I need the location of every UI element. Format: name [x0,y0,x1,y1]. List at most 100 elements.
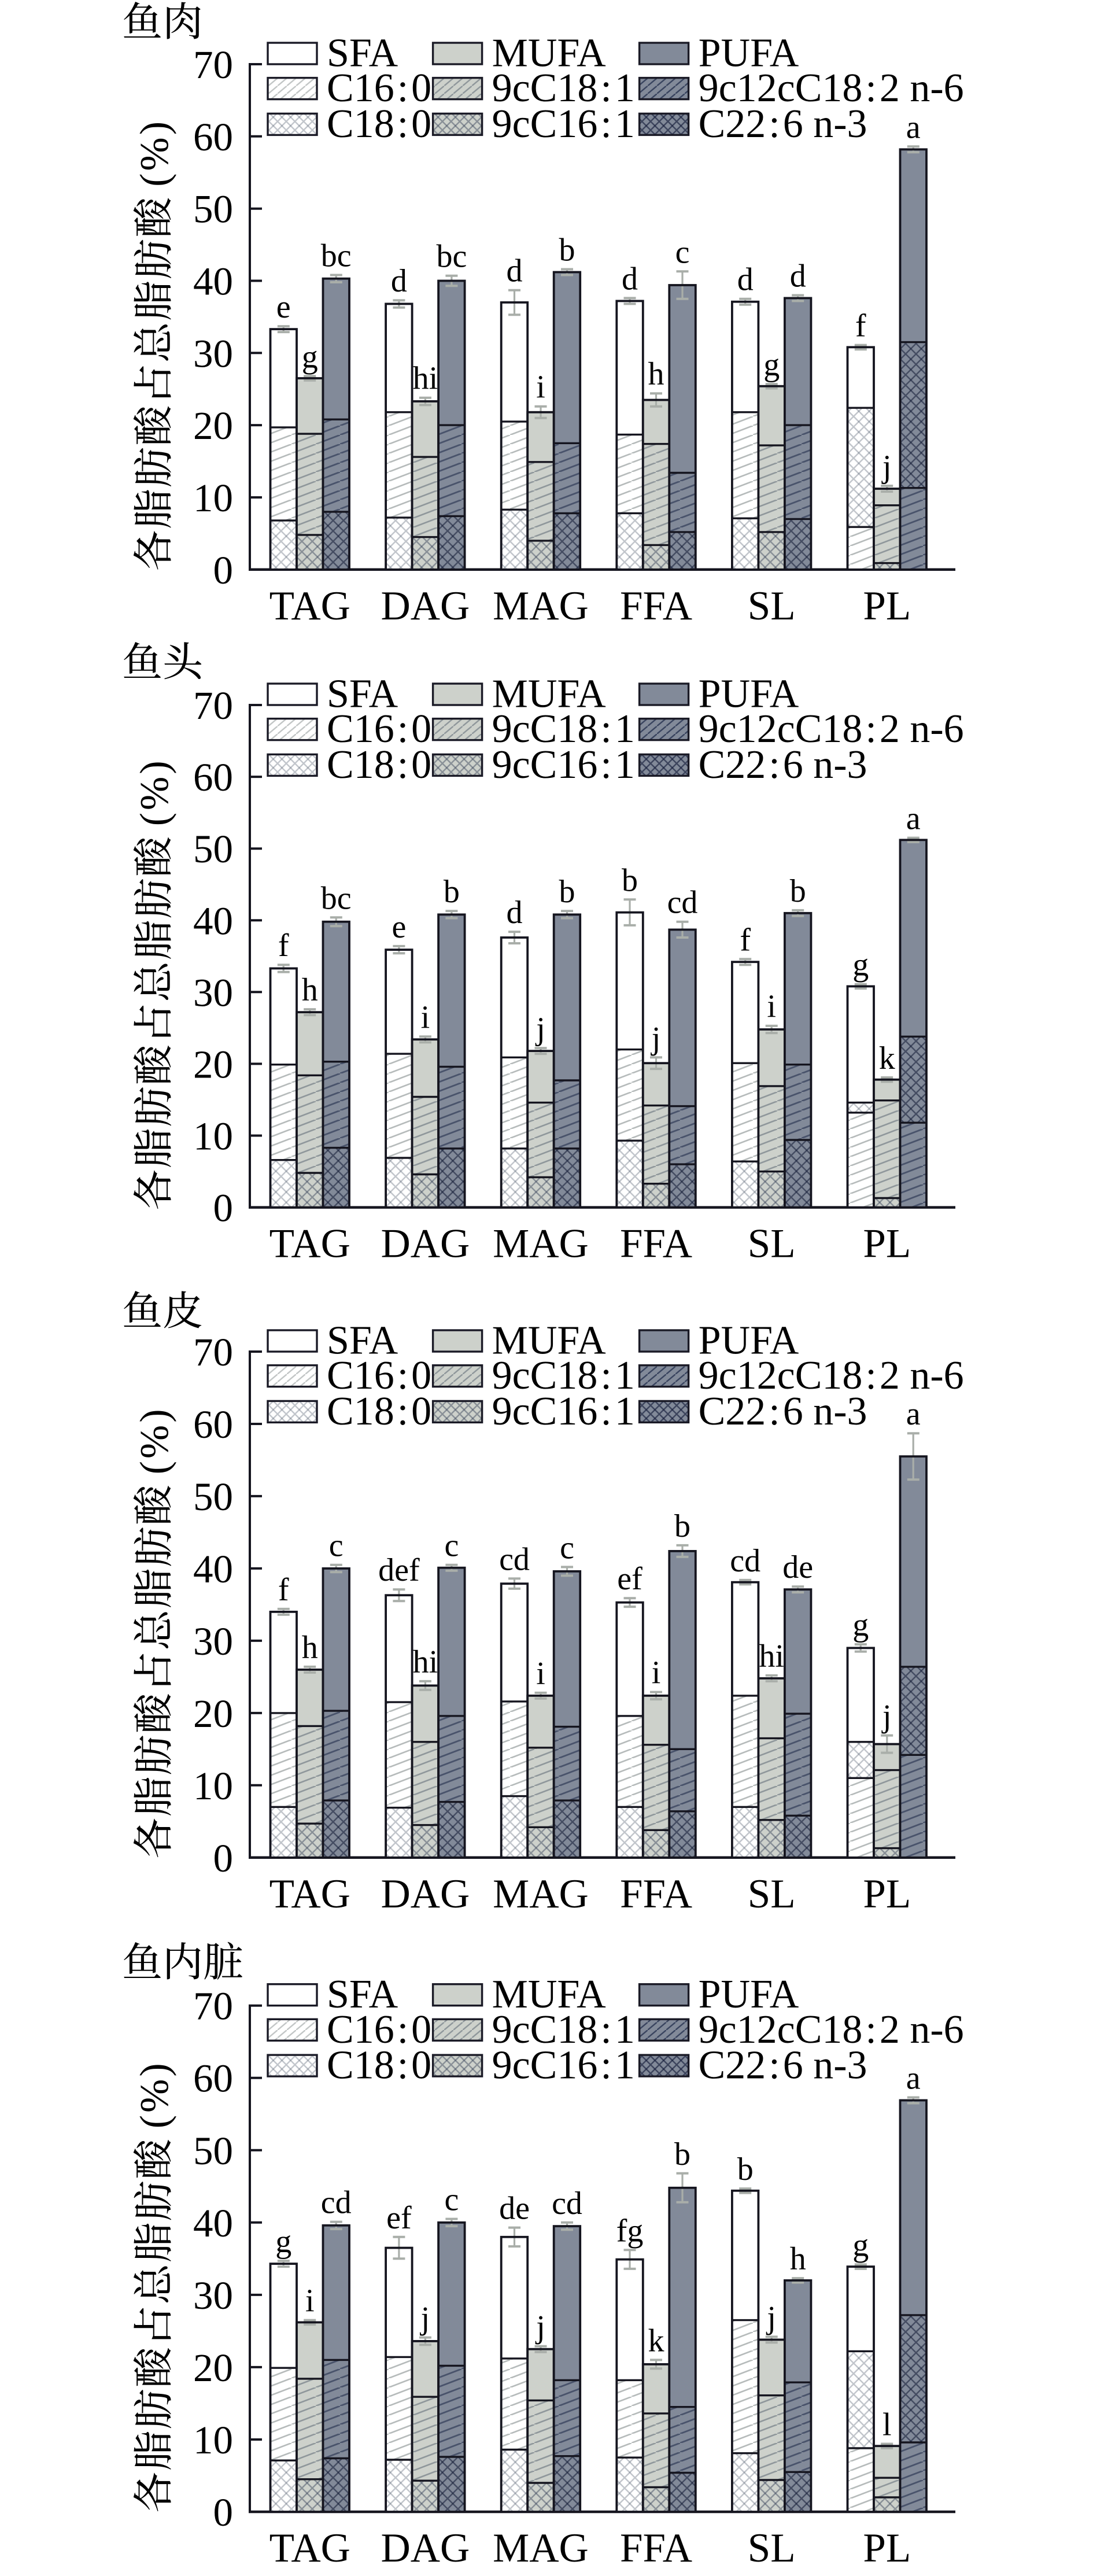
svg-text:c: c [444,2182,459,2218]
svg-text:b: b [559,232,575,268]
svg-text:cd: cd [667,885,698,921]
svg-text:C18:0: C18:0 [327,743,431,787]
svg-text:SL: SL [748,1872,796,1917]
svg-text:k: k [648,2323,664,2359]
svg-text:PUFA: PUFA [699,1319,799,1363]
svg-text:20: 20 [193,1692,233,1736]
svg-text:9cC16:1: 9cC16:1 [492,102,635,146]
svg-text:b: b [674,1508,690,1544]
svg-text:b: b [737,2151,754,2187]
svg-text:a: a [906,109,921,145]
svg-text:a: a [906,1396,921,1432]
svg-text:e: e [276,289,291,325]
svg-text:de: de [782,1549,813,1585]
svg-text:g: g [852,2227,869,2263]
svg-text:b: b [674,2136,690,2172]
svg-text:g: g [852,1607,869,1643]
svg-text:20: 20 [193,404,233,448]
svg-text:a: a [906,2061,921,2097]
svg-text:hi: hi [413,1644,438,1680]
svg-text:PL: PL [863,1221,911,1267]
svg-text:C22:6 n-3: C22:6 n-3 [699,102,867,146]
svg-text:j: j [651,1020,661,1056]
svg-text:f: f [278,928,289,964]
svg-text:MUFA: MUFA [492,672,607,717]
svg-text:b: b [790,873,806,909]
svg-text:l: l [882,2407,892,2443]
svg-text:SFA: SFA [327,672,398,717]
svg-text:9c12cC18:2 n-6: 9c12cC18:2 n-6 [699,66,964,110]
svg-text:g: g [852,947,869,983]
svg-text:9cC16:1: 9cC16:1 [492,2043,635,2088]
svg-text:bc: bc [321,880,352,916]
svg-text:h: h [302,1630,318,1666]
svg-text:SFA: SFA [327,1972,398,2017]
svg-text:C16:0: C16:0 [327,1353,431,1398]
svg-text:9c12cC18:2 n-6: 9c12cC18:2 n-6 [699,1353,964,1398]
svg-text:30: 30 [193,1619,233,1663]
svg-text:d: d [507,253,523,289]
svg-text:9cC18:1: 9cC18:1 [492,707,635,751]
svg-text:i: i [421,999,430,1035]
svg-text:def: def [378,1552,420,1588]
svg-text:d: d [737,262,754,298]
svg-text:(%): (%) [132,1409,177,1474]
svg-text:FFA: FFA [620,1221,692,1267]
svg-text:i: i [536,370,545,405]
svg-text:70: 70 [193,1984,233,2028]
svg-text:50: 50 [193,827,233,871]
svg-text:ef: ef [386,2200,412,2236]
svg-text:40: 40 [193,2201,233,2245]
svg-text:bc: bc [321,238,352,274]
svg-text:d: d [790,259,806,294]
svg-text:C16:0: C16:0 [327,66,431,110]
svg-text:g: g [302,339,318,375]
svg-text:C16:0: C16:0 [327,707,431,751]
svg-text:MUFA: MUFA [492,31,607,76]
svg-text:hi: hi [759,1638,784,1674]
svg-text:SL: SL [748,584,796,629]
svg-text:h: h [648,356,664,392]
svg-text:30: 30 [193,2274,233,2317]
svg-text:50: 50 [193,2129,233,2173]
svg-text:f: f [278,1572,289,1608]
svg-text:d: d [391,263,407,299]
svg-text:bc: bc [436,239,467,275]
svg-text:60: 60 [193,115,233,159]
svg-text:FFA: FFA [620,584,692,629]
svg-text:MUFA: MUFA [492,1319,607,1363]
svg-text:9cC18:1: 9cC18:1 [492,1353,635,1398]
svg-text:j: j [535,1011,545,1047]
svg-text:d: d [622,261,638,297]
svg-text:MAG: MAG [493,584,589,629]
svg-text:SFA: SFA [327,31,398,76]
svg-text:SL: SL [748,1221,796,1267]
svg-text:de: de [499,2191,530,2227]
svg-text:70: 70 [193,684,233,728]
svg-text:C22:6 n-3: C22:6 n-3 [699,743,867,787]
svg-text:30: 30 [193,331,233,375]
svg-text:C22:6 n-3: C22:6 n-3 [699,1389,867,1434]
svg-text:9cC16:1: 9cC16:1 [492,1389,635,1434]
svg-text:MAG: MAG [493,1221,589,1267]
svg-text:40: 40 [193,260,233,304]
svg-text:g: g [275,2224,291,2260]
svg-text:cd: cd [321,2185,352,2221]
svg-text:PL: PL [863,2526,911,2571]
svg-text:(%): (%) [132,761,177,826]
svg-text:f: f [855,308,866,344]
svg-text:c: c [444,1528,459,1564]
svg-text:b: b [622,862,638,898]
svg-text:20: 20 [193,1042,233,1086]
svg-text:b: b [444,874,460,910]
svg-text:DAG: DAG [381,1221,470,1267]
svg-text:cd: cd [730,1543,760,1579]
svg-text:SFA: SFA [327,1319,398,1363]
svg-text:0: 0 [213,1836,234,1880]
svg-text:MAG: MAG [493,1872,589,1917]
svg-text:PUFA: PUFA [699,1972,799,2017]
svg-text:PUFA: PUFA [699,672,799,717]
svg-text:PUFA: PUFA [699,31,799,76]
svg-text:0: 0 [213,1186,234,1230]
svg-text:b: b [559,874,575,910]
